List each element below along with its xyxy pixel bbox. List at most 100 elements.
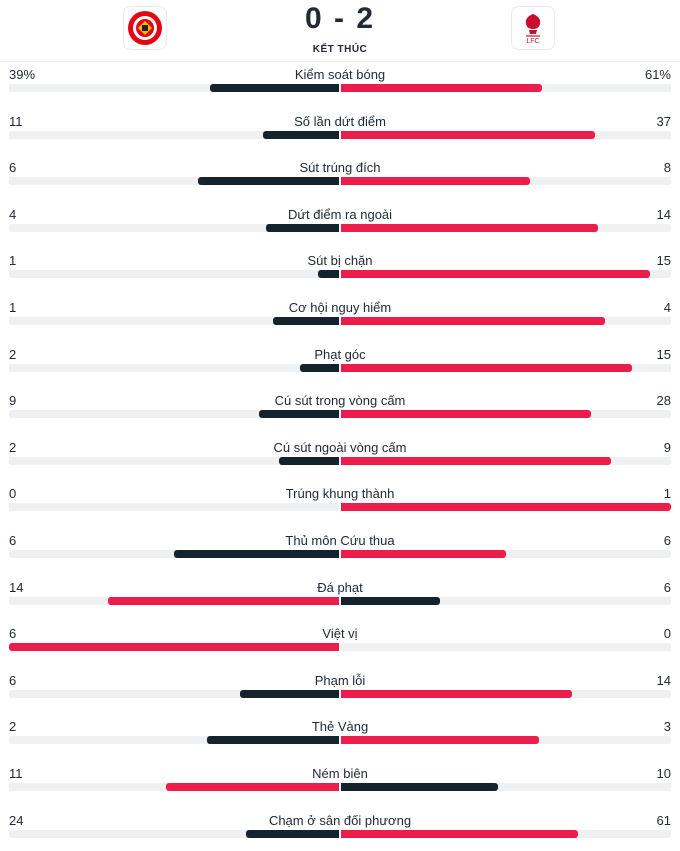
stat-home-track xyxy=(9,316,339,325)
stat-row: 1 Cơ hội nguy hiểm 4 xyxy=(0,295,680,342)
stat-away-track xyxy=(341,316,671,325)
stat-label: Ném biên xyxy=(312,765,368,781)
match-header: 0 - 2 KẾT THÚC LFC xyxy=(0,0,680,62)
stat-away-bar xyxy=(341,829,578,838)
stat-home-track xyxy=(9,782,339,791)
stat-home-bar xyxy=(263,130,339,139)
stat-away-track xyxy=(341,84,671,92)
stat-row: 2 Thẻ Vàng 3 xyxy=(0,714,680,761)
stat-home-bar xyxy=(265,223,339,232)
stat-home-value: 6 xyxy=(9,532,17,548)
stat-home-bar xyxy=(108,596,339,605)
stat-home-track xyxy=(9,596,339,605)
stat-home-value: 2 xyxy=(9,346,17,362)
stat-home-track xyxy=(9,736,339,745)
stat-away-value: 0 xyxy=(663,626,671,642)
stat-row: 11 Ném biên 10 xyxy=(0,761,680,808)
stat-away-value: 14 xyxy=(656,672,671,688)
stat-home-track xyxy=(9,503,339,512)
stat-home-bar xyxy=(240,689,339,698)
stat-home-bar xyxy=(279,456,339,465)
stat-home-bar xyxy=(300,363,339,372)
stat-away-track xyxy=(341,736,671,745)
stat-home-bar xyxy=(245,829,339,838)
stat-row: 14 Đá phạt 6 xyxy=(0,575,680,622)
stat-away-value: 37 xyxy=(656,113,671,129)
stat-home-bar xyxy=(318,270,339,279)
stat-row: 11 Số lần dứt điểm 37 xyxy=(0,109,680,156)
stat-away-value: 15 xyxy=(656,253,671,269)
stat-label: Phạt góc xyxy=(314,346,366,362)
stat-label: Kiểm soát bóng xyxy=(294,67,386,82)
stat-away-bar xyxy=(341,223,598,232)
stat-label: Sút bị chặn xyxy=(307,253,373,269)
stat-home-track xyxy=(9,549,339,558)
stat-label: Cú sút trong vòng cấm xyxy=(274,393,406,409)
stat-label: Việt vị xyxy=(322,626,358,642)
stat-label: Cú sút ngoài vòng cấm xyxy=(273,439,407,455)
stat-row: 6 Phạm lỗi 14 xyxy=(0,668,680,715)
stat-home-track xyxy=(9,177,339,186)
stat-away-track xyxy=(341,689,671,698)
stat-away-track xyxy=(341,549,671,558)
stat-away-track xyxy=(341,643,671,652)
stat-away-track xyxy=(341,829,671,838)
stat-home-value: 4 xyxy=(9,206,17,222)
stat-label: Thẻ Vàng xyxy=(311,719,369,735)
stat-home-value: 1 xyxy=(9,299,17,315)
stat-away-value: 14 xyxy=(656,206,671,222)
stat-home-track xyxy=(9,270,339,279)
stat-away-value: 15 xyxy=(656,346,671,362)
stat-away-track xyxy=(341,223,671,232)
stat-home-value: 39% xyxy=(9,67,36,82)
stat-away-bar xyxy=(341,410,591,419)
stat-away-value: 6 xyxy=(663,532,671,548)
stat-home-value: 1 xyxy=(9,253,17,269)
stat-home-bar xyxy=(207,736,339,745)
stat-away-track xyxy=(341,503,671,512)
stat-home-bar xyxy=(174,549,339,558)
stat-home-track xyxy=(9,689,339,698)
stat-row: 39% Kiểm soát bóng 61% xyxy=(0,62,680,109)
stat-row: 0 Trúng khung thành 1 xyxy=(0,481,680,528)
away-team-logo[interactable]: LFC xyxy=(511,6,555,50)
stat-label: Trúng khung thành xyxy=(285,486,395,502)
home-team-logo[interactable] xyxy=(123,6,167,50)
stat-away-value: 8 xyxy=(663,160,671,176)
stat-row: 24 Chạm ở sân đối phương 61 xyxy=(0,808,680,851)
stat-away-track xyxy=(341,130,671,139)
stat-away-bar xyxy=(341,363,633,372)
stat-row: 6 Sút trúng đích 8 xyxy=(0,155,680,202)
stat-label: Số lần dứt điểm xyxy=(294,113,386,129)
stat-away-value: 28 xyxy=(656,393,671,409)
stat-away-track xyxy=(341,456,671,465)
stat-away-bar xyxy=(341,316,605,325)
stat-home-value: 14 xyxy=(9,579,24,595)
brentford-crest-icon xyxy=(128,11,162,45)
stat-away-bar xyxy=(341,84,543,92)
stat-away-bar xyxy=(341,177,530,186)
stat-away-value: 61 xyxy=(656,812,671,828)
stat-home-track xyxy=(9,643,339,652)
stat-row: 9 Cú sút trong vòng cấm 28 xyxy=(0,388,680,435)
stat-label: Sút trúng đích xyxy=(299,160,381,176)
stat-away-value: 6 xyxy=(663,579,671,595)
stat-home-bar xyxy=(258,410,339,419)
stat-row: 4 Dứt điểm ra ngoài 14 xyxy=(0,202,680,249)
stat-label: Đá phạt xyxy=(317,579,363,595)
stat-home-bar xyxy=(273,316,339,325)
stat-home-value: 24 xyxy=(9,812,24,828)
stat-away-bar xyxy=(341,270,651,279)
stat-away-bar xyxy=(341,689,572,698)
stat-home-track xyxy=(9,456,339,465)
stat-row: 6 Việt vị 0 xyxy=(0,621,680,668)
stat-away-bar xyxy=(341,736,539,745)
stat-home-track xyxy=(9,829,339,838)
stat-row: 6 Thủ môn Cứu thua 6 xyxy=(0,528,680,575)
stat-home-value: 6 xyxy=(9,672,17,688)
stat-away-bar xyxy=(341,596,440,605)
stat-away-value: 61% xyxy=(644,67,671,82)
stat-home-track xyxy=(9,130,339,139)
stat-home-value: 9 xyxy=(9,393,17,409)
stat-away-track xyxy=(341,782,671,791)
